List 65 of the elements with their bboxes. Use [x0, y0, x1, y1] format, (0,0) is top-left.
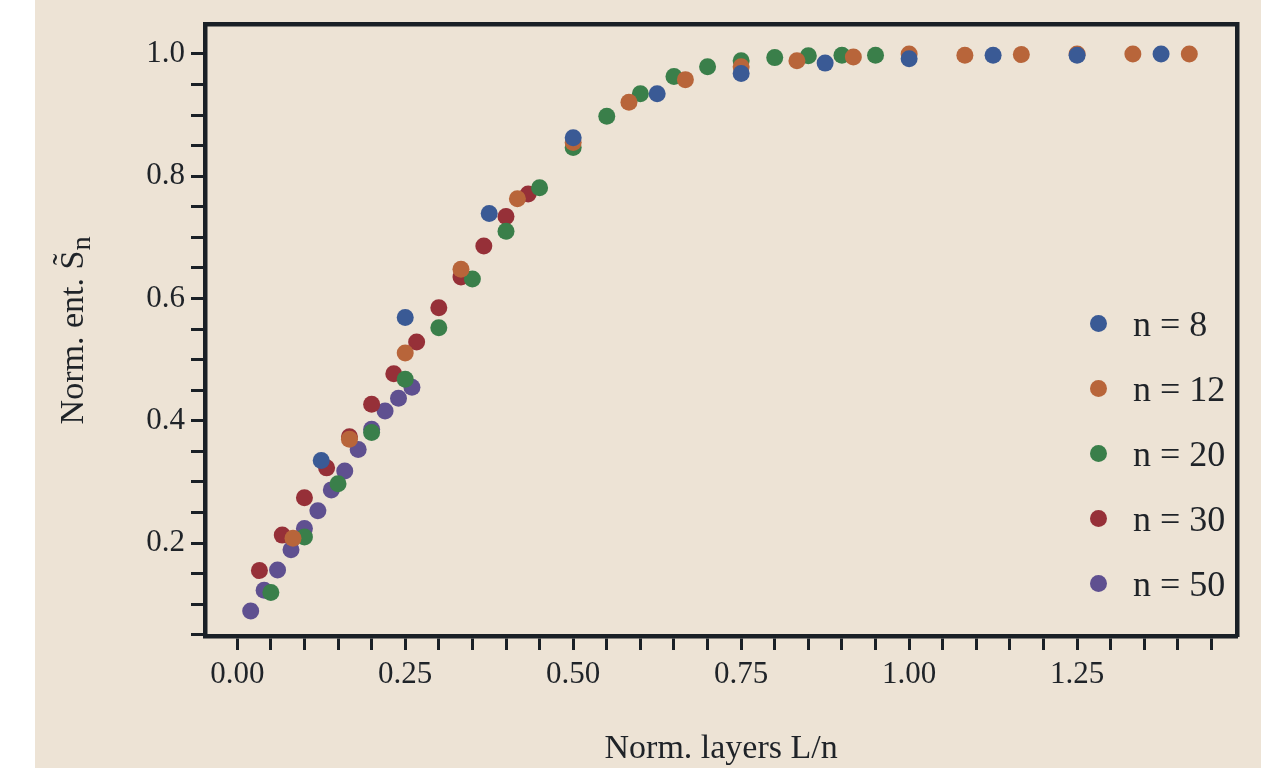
point	[1152, 45, 1170, 63]
point	[408, 333, 426, 351]
x-tick-label: 0.75	[714, 654, 769, 690]
point	[312, 452, 330, 470]
point	[788, 52, 806, 70]
point	[475, 237, 493, 255]
point	[900, 50, 918, 68]
legend-label: n = 12	[1133, 367, 1226, 410]
point	[390, 389, 407, 407]
point	[497, 208, 515, 226]
point	[956, 46, 974, 64]
legend-label: n = 20	[1133, 432, 1226, 475]
point	[1180, 45, 1198, 63]
point	[396, 344, 414, 362]
point	[699, 58, 717, 76]
point	[250, 562, 268, 580]
legend-label: n = 8	[1133, 302, 1208, 345]
point	[463, 270, 481, 288]
point	[480, 205, 498, 223]
point	[844, 48, 862, 66]
point	[430, 299, 448, 317]
point	[295, 489, 313, 507]
y-tick-label: 0.8	[146, 156, 185, 192]
point	[329, 475, 347, 493]
point	[564, 129, 582, 147]
point	[631, 85, 649, 103]
point	[732, 65, 750, 83]
point	[349, 441, 367, 459]
point	[262, 584, 280, 602]
point	[336, 462, 354, 480]
point	[867, 46, 885, 64]
legend-label: n = 50	[1133, 562, 1226, 605]
point	[430, 319, 448, 337]
y-tick-label: 0.4	[146, 400, 186, 436]
point	[676, 71, 694, 89]
point	[598, 107, 616, 125]
legend-label: n = 30	[1133, 497, 1226, 540]
point	[497, 222, 515, 240]
point	[452, 260, 470, 278]
point	[376, 402, 394, 420]
point	[648, 85, 666, 103]
y-tick-label: 1.0	[146, 34, 185, 70]
point	[242, 602, 260, 620]
x-tick-label: 0.50	[546, 654, 601, 690]
y-tick-label: 0.2	[146, 523, 185, 559]
point	[309, 502, 327, 520]
x-tick-label: 1.00	[882, 654, 937, 690]
point	[396, 308, 414, 326]
point	[508, 190, 526, 208]
point	[1012, 46, 1030, 64]
point	[766, 49, 784, 67]
point	[620, 93, 638, 111]
x-axis-title: Norm. layers L/n	[604, 728, 838, 766]
point	[269, 561, 287, 579]
y-tick-label: 0.6	[146, 278, 185, 314]
point	[531, 179, 549, 197]
point	[816, 54, 834, 72]
x-tick-label: 0.25	[378, 654, 433, 690]
point	[363, 395, 381, 413]
point	[396, 370, 414, 388]
point	[284, 529, 302, 547]
x-tick-label: 0.00	[210, 654, 265, 690]
x-tick-label: 1.25	[1049, 654, 1105, 690]
point	[984, 46, 1002, 64]
point	[1124, 45, 1142, 63]
